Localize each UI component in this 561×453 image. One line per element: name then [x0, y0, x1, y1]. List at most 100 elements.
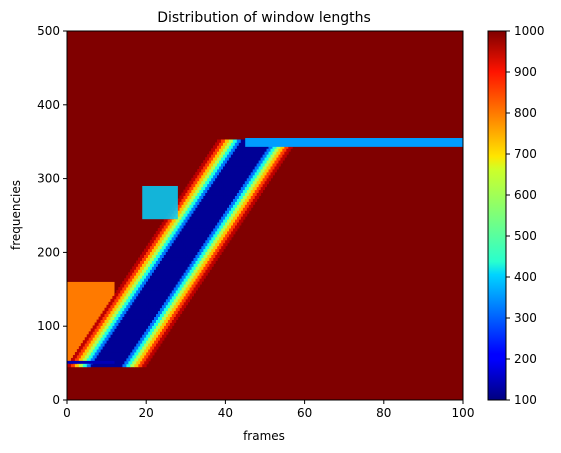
heatmap-cell: [126, 328, 131, 332]
heatmap-cell: [193, 251, 198, 256]
heatmap-cell: [104, 337, 109, 341]
heatmap-cell: [177, 263, 183, 267]
heatmap-cell: [209, 180, 214, 185]
heatmap-cell: [165, 251, 171, 256]
heatmap-cell: [150, 316, 155, 320]
heatmap-cell: [173, 287, 179, 291]
heatmap-cell: [211, 154, 216, 158]
heatmap-cell: [128, 319, 133, 323]
heatmap-cell: [173, 310, 179, 315]
heatmap-cell: [146, 316, 151, 320]
heatmap-cell: [252, 192, 258, 196]
heatmap-cell: [236, 216, 242, 220]
heatmap-cell: [130, 310, 135, 315]
heatmap-cell: [122, 346, 127, 350]
heatmap-cell: [128, 278, 133, 282]
heatmap-cell: [260, 180, 265, 185]
heatmap-cell: [163, 307, 169, 312]
heatmap-cell: [183, 290, 189, 294]
heatmap-cell: [268, 163, 273, 167]
heatmap-cell: [238, 154, 244, 158]
heatmap-cell: [189, 192, 194, 196]
heatmap-cell: [112, 349, 117, 353]
heatmap-cell: [207, 225, 212, 229]
heatmap-cell: [191, 189, 196, 194]
heatmap-cell: [209, 192, 214, 196]
y-axis-label: frequencies: [9, 180, 23, 250]
heatmap-cell: [268, 174, 273, 179]
heatmap-cell: [140, 313, 145, 318]
heatmap-cell: [209, 169, 214, 173]
heatmap-cell: [126, 275, 131, 279]
heatmap-cell: [144, 278, 149, 282]
heatmap-cell: [221, 169, 226, 173]
heatmap-cell: [223, 177, 228, 182]
heatmap-cell: [136, 349, 141, 353]
heatmap-cell: [268, 157, 273, 161]
heatmap-cell: [106, 340, 111, 344]
heatmap-cell: [230, 154, 236, 158]
heatmap-cell: [145, 245, 151, 250]
heatmap-cell: [193, 192, 198, 196]
heatmap-cell: [276, 151, 281, 155]
heatmap-cell: [244, 186, 250, 191]
heatmap-cell: [236, 210, 242, 214]
heatmap-cell: [276, 163, 281, 167]
heatmap-cell: [191, 290, 196, 294]
heatmap-cell: [157, 292, 163, 297]
heatmap-cell: [151, 248, 157, 253]
heatmap-cell: [167, 290, 173, 294]
heatmap-cell: [215, 154, 220, 158]
heatmap-cell: [153, 269, 159, 273]
heatmap-cell: [98, 328, 103, 332]
heatmap-cell: [171, 266, 177, 270]
heatmap-cell: [209, 239, 214, 244]
heatmap-cell: [155, 230, 161, 235]
heatmap-cell: [136, 307, 141, 312]
heatmap-cell: [229, 233, 234, 238]
heatmap-cell: [128, 325, 133, 329]
heatmap-cell: [197, 251, 202, 256]
heatmap-cell: [246, 195, 252, 199]
heatmap-cell: [232, 180, 238, 185]
heatmap-cell: [144, 337, 149, 341]
heatmap-cell: [175, 290, 181, 294]
heatmap-cell: [78, 363, 84, 368]
heatmap-cell: [226, 171, 232, 176]
heatmap-cell: [122, 357, 127, 362]
heatmap-cell: [258, 177, 264, 182]
heatmap-cell: [142, 346, 147, 350]
heatmap-cell: [142, 298, 147, 303]
heatmap-cell: [215, 219, 220, 223]
heatmap-cell: [143, 248, 149, 253]
heatmap-cell: [187, 213, 192, 217]
heatmap-cell: [136, 278, 141, 282]
heatmap-cell: [262, 171, 267, 176]
heatmap-cell: [112, 301, 117, 306]
heatmap-cell: [134, 310, 139, 315]
heatmap-cell: [191, 177, 196, 182]
heatmap-cell: [167, 307, 173, 312]
heatmap-cell: [169, 263, 175, 267]
heatmap-cell: [199, 248, 204, 253]
heatmap-cell: [258, 154, 263, 158]
heatmap-cell: [98, 334, 103, 338]
heatmap-cell: [244, 145, 250, 149]
heatmap-cell: [213, 257, 218, 261]
heatmap-cell: [191, 207, 196, 211]
heatmap-cell: [203, 272, 208, 276]
heatmap-cell: [142, 334, 147, 338]
heatmap-cell: [165, 239, 171, 244]
heatmap-cell: [252, 145, 257, 149]
heatmap-cell: [157, 263, 163, 267]
heatmap-cell: [126, 363, 131, 368]
heatmap-cell: [124, 319, 129, 323]
heatmap-cell: [124, 313, 129, 318]
heatmap-cell: [209, 216, 214, 220]
heatmap-cell: [240, 204, 246, 208]
heatmap-cell: [215, 207, 220, 211]
x-tick-label: 100: [452, 406, 475, 420]
heatmap-cell: [100, 337, 105, 341]
heatmap-cell: [118, 322, 123, 326]
heatmap-cell: [207, 201, 212, 205]
